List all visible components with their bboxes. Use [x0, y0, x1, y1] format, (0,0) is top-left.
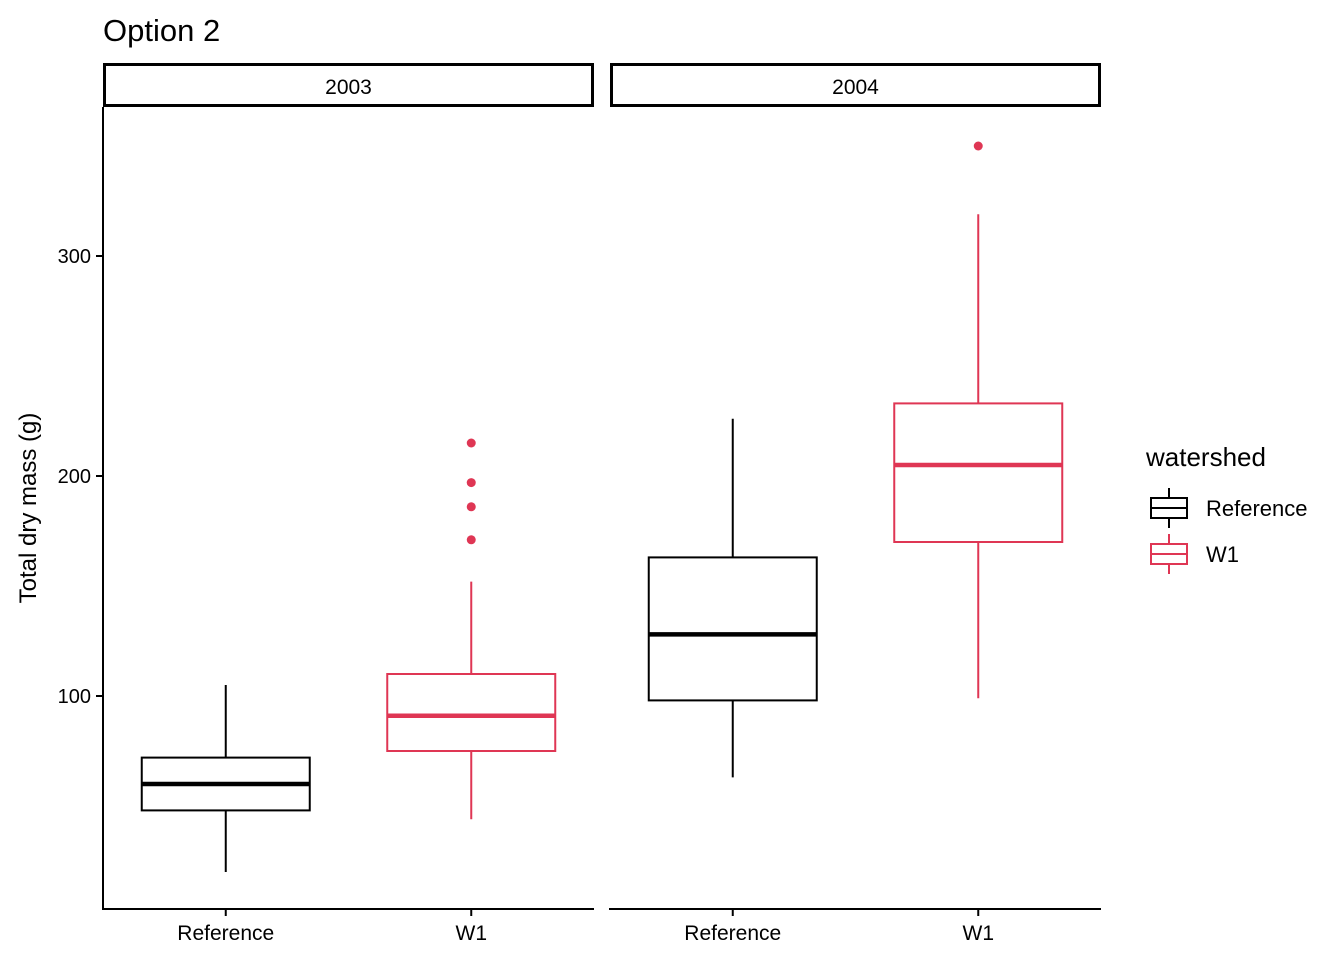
legend-title: watershed: [1145, 442, 1266, 472]
y-tick-label: 100: [58, 686, 91, 708]
facet-strip: [610, 63, 1101, 107]
y-tick-label: 300: [58, 246, 91, 268]
x-tick-label: W1: [963, 922, 995, 945]
y-tick-label: 200: [58, 466, 91, 488]
plot-layer: 2003 100 200 300 Reference W1 2004 Reference W1 R…: [58, 63, 1308, 945]
y-axis-label: Total dry mass (g): [15, 413, 42, 604]
outlier-point: [466, 478, 476, 488]
facet-strip-label: 2003: [325, 76, 372, 99]
x-tick-label: Reference: [177, 922, 274, 945]
legend-item-label: W1: [1206, 542, 1239, 567]
legend-item-label: Reference: [1206, 496, 1308, 521]
x-tick-label: W1: [456, 922, 488, 945]
box-iqr: [647, 556, 818, 702]
outlier-point: [466, 535, 476, 545]
box-iqr: [386, 673, 557, 752]
x-tick-label: Reference: [684, 922, 781, 945]
facet-strip-label: 2004: [832, 76, 879, 99]
chart-title: Option 2: [103, 13, 220, 48]
outlier-point: [466, 438, 476, 448]
box-iqr: [893, 402, 1064, 543]
outlier-point: [466, 502, 476, 512]
facet-strip: [103, 63, 594, 107]
outlier-point: [973, 141, 983, 151]
